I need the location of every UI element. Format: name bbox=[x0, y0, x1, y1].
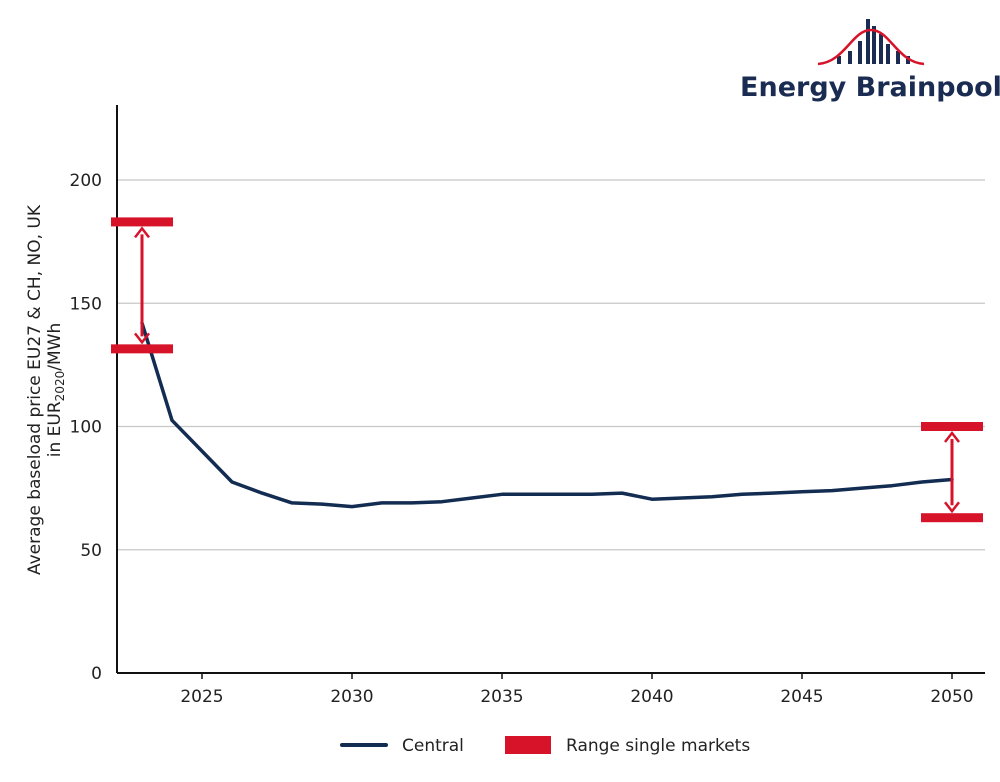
y-axis-title: Average baseload price EU27 & CH, NO, UK… bbox=[25, 204, 67, 575]
y-tick-label-100: 100 bbox=[70, 418, 102, 438]
y-tick-label-200: 200 bbox=[70, 171, 102, 191]
range-arrow-up-2023 bbox=[134, 226, 150, 239]
series-layer bbox=[140, 321, 954, 509]
y-tick-label-150: 150 bbox=[70, 294, 102, 314]
legend-swatch-range bbox=[505, 736, 551, 754]
x-tick-label-2030: 2030 bbox=[330, 687, 373, 707]
range-high-bar-2023 bbox=[111, 217, 173, 227]
range-arrow-down-2050 bbox=[944, 501, 960, 514]
logo-bar-0 bbox=[837, 56, 841, 64]
range-markers bbox=[111, 217, 983, 523]
axes bbox=[116, 105, 985, 674]
range-arrow-down-2023 bbox=[134, 332, 150, 345]
logo-bar-4 bbox=[872, 26, 876, 64]
logo-bar-8 bbox=[906, 56, 910, 64]
series-line-central bbox=[140, 321, 954, 509]
x-tick-labels: 2025 2030 2035 2040 2045 2050 bbox=[180, 673, 974, 707]
y-axis-title-line2: in EUR2020/MWh bbox=[45, 323, 67, 457]
gridlines bbox=[117, 179, 985, 551]
legend-label-central: Central bbox=[402, 736, 464, 756]
logo-bar-3 bbox=[866, 19, 870, 64]
brand-logo: Energy Brainpool bbox=[740, 19, 1000, 103]
x-tick-label-2050: 2050 bbox=[930, 687, 973, 707]
x-tick-label-2025: 2025 bbox=[180, 687, 223, 707]
logo-bar-2 bbox=[858, 41, 862, 64]
range-low-bar-2050 bbox=[921, 513, 983, 523]
logo-curve bbox=[817, 28, 925, 66]
range-high-bar-2050 bbox=[921, 422, 983, 431]
x-tick-label-2035: 2035 bbox=[480, 687, 523, 707]
logo-bar-5 bbox=[879, 34, 883, 64]
logo-bars-curve-icon bbox=[817, 19, 925, 66]
y-tick-label-50: 50 bbox=[80, 541, 102, 561]
y-tick-label-0: 0 bbox=[91, 664, 102, 684]
y-axis-title-line1: Average baseload price EU27 & CH, NO, UK bbox=[25, 204, 45, 575]
brand-name: Energy Brainpool bbox=[740, 72, 1000, 103]
range-arrow-up-2050 bbox=[944, 430, 960, 443]
x-tick-label-2045: 2045 bbox=[780, 687, 823, 707]
legend-label-range: Range single markets bbox=[566, 736, 750, 756]
range-marker-2050 bbox=[921, 422, 983, 523]
x-tick-label-2040: 2040 bbox=[630, 687, 673, 707]
logo-bar-1 bbox=[848, 51, 852, 64]
logo-bar-6 bbox=[886, 44, 890, 64]
range-low-bar-2023 bbox=[111, 344, 173, 354]
logo-bar-7 bbox=[896, 51, 900, 64]
range-marker-2023 bbox=[111, 217, 173, 354]
legend: Central Range single markets bbox=[340, 736, 750, 756]
y-tick-labels: 0 50 100 150 200 bbox=[70, 171, 102, 684]
